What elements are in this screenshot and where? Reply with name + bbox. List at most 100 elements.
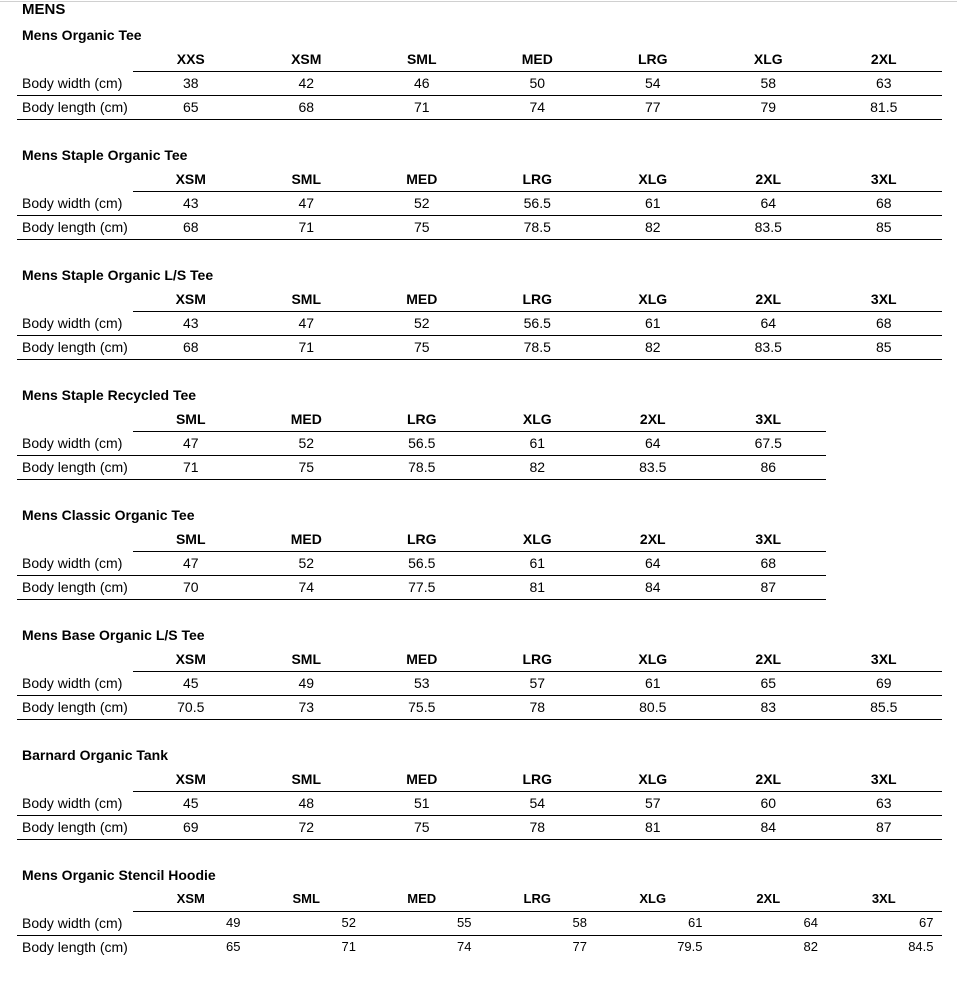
table-cell: 51 xyxy=(413,795,430,811)
table-cell: 61 xyxy=(688,915,703,930)
row-label: Body width (cm) xyxy=(22,915,123,931)
table-cell: 56.5 xyxy=(523,195,551,211)
table-cell: 71 xyxy=(298,219,315,235)
table-cell: 79 xyxy=(760,99,777,115)
table-cell: 86 xyxy=(760,459,777,475)
size-header: SML xyxy=(291,651,322,667)
size-header: MED xyxy=(406,291,438,307)
size-header: XLG xyxy=(522,411,552,427)
top-border xyxy=(0,1,957,2)
table-cell: 49 xyxy=(226,915,241,930)
table-cell: 57 xyxy=(644,795,661,811)
size-table: Mens Base Organic L/S Tee XSM SML MED LRG XLG… xyxy=(0,625,957,745)
size-header: LRG xyxy=(522,771,553,787)
table-cell: 79.5 xyxy=(677,939,703,954)
size-header: LRG xyxy=(522,291,553,307)
table-cell: 45 xyxy=(182,675,199,691)
table-title: Mens Staple Recycled Tee xyxy=(22,387,197,403)
table-cell: 43 xyxy=(182,315,199,331)
size-header: XSM xyxy=(175,171,206,187)
size-header: XXS xyxy=(176,51,205,67)
size-header: SML xyxy=(175,531,206,547)
divider xyxy=(133,671,942,672)
table-title: Mens Staple Organic L/S Tee xyxy=(22,267,214,283)
size-header-row: SML MED LRG XLG 2XL 3XL xyxy=(0,407,957,431)
size-header: LRG xyxy=(522,171,553,187)
row-label: Body length (cm) xyxy=(22,579,128,595)
size-header: MED xyxy=(406,771,438,787)
size-header: SML xyxy=(406,51,437,67)
table-row: Body width (cm) 47 52 56.5 61 64 68 xyxy=(0,551,957,575)
table-cell: 87 xyxy=(875,819,892,835)
size-header: MED xyxy=(521,51,553,67)
table-cell: 78 xyxy=(529,819,546,835)
size-header: SML xyxy=(291,771,322,787)
size-header: LRG xyxy=(522,651,553,667)
table-cell: 82 xyxy=(529,459,546,475)
size-header: XLG xyxy=(638,771,668,787)
table-cell: 68 xyxy=(182,219,199,235)
table-cell: 42 xyxy=(298,75,315,91)
size-header: 2XL xyxy=(755,771,782,787)
table-cell: 67.5 xyxy=(754,435,782,451)
table-cell: 52 xyxy=(298,555,315,571)
size-header-row: XSM SML MED LRG XLG 2XL 3XL xyxy=(0,767,957,791)
table-cell: 71 xyxy=(341,939,356,954)
table-cell: 78.5 xyxy=(523,339,551,355)
row-label: Body width (cm) xyxy=(22,555,123,571)
table-cell: 87 xyxy=(760,579,777,595)
table-cell: 84.5 xyxy=(908,939,934,954)
row-label: Body length (cm) xyxy=(22,99,128,115)
divider xyxy=(17,839,942,840)
table-cell: 63 xyxy=(875,795,892,811)
page-heading: MENS xyxy=(22,1,66,18)
size-header: LRG xyxy=(406,411,437,427)
table-title: Mens Base Organic L/S Tee xyxy=(22,627,205,643)
size-table: Mens Staple Recycled Tee SML MED LRG XLG 2XL 3… xyxy=(0,385,957,505)
row-label: Body length (cm) xyxy=(22,819,128,835)
table-cell: 58 xyxy=(572,915,587,930)
table-cell: 61 xyxy=(644,315,661,331)
table-row: Body length (cm) 71 75 78.5 82 83.5 86 xyxy=(0,455,957,479)
table-cell: 60 xyxy=(760,795,777,811)
size-header: LRG xyxy=(523,891,551,906)
table-cell: 72 xyxy=(298,819,315,835)
table-title: Mens Organic Tee xyxy=(22,27,142,43)
table-cell: 61 xyxy=(529,435,546,451)
table-cell: 65 xyxy=(226,939,241,954)
size-header: 3XL xyxy=(870,291,897,307)
table-cell: 54 xyxy=(644,75,661,91)
table-row: Body length (cm) 69 72 75 78 81 84 87 xyxy=(0,815,957,839)
table-cell: 78.5 xyxy=(523,219,551,235)
row-label: Body length (cm) xyxy=(22,699,128,715)
table-cell: 75.5 xyxy=(408,699,436,715)
table-row: Body width (cm) 45 49 53 57 61 65 69 xyxy=(0,671,957,695)
table-cell: 65 xyxy=(182,99,199,115)
table-cell: 70 xyxy=(182,579,199,595)
divider xyxy=(17,335,942,336)
table-cell: 61 xyxy=(644,195,661,211)
size-header-row: XSM SML MED LRG XLG 2XL 3XL xyxy=(0,287,957,311)
table-cell: 74 xyxy=(457,939,472,954)
size-header: MED xyxy=(406,651,438,667)
table-cell: 75 xyxy=(413,339,430,355)
table-cell: 84 xyxy=(644,579,661,595)
table-cell: 47 xyxy=(298,315,315,331)
table-cell: 75 xyxy=(413,819,430,835)
table-cell: 70.5 xyxy=(177,699,205,715)
size-header: XLG xyxy=(638,651,668,667)
table-title: Mens Classic Organic Tee xyxy=(22,507,195,523)
size-table: Mens Organic Tee XXS XSM SML MED LRG XLG 2XL Bod… xyxy=(0,25,957,145)
table-cell: 68 xyxy=(875,195,892,211)
size-header-row: XSM SML MED LRG XLG 2XL 3XL xyxy=(0,647,957,671)
size-header: MED xyxy=(406,171,438,187)
size-header: 2XL xyxy=(639,531,666,547)
table-cell: 64 xyxy=(760,195,777,211)
size-header: XSM xyxy=(175,771,206,787)
table-cell: 64 xyxy=(644,435,661,451)
size-header: XSM xyxy=(175,291,206,307)
table-cell: 74 xyxy=(298,579,315,595)
size-header: XSM xyxy=(291,51,322,67)
row-label: Body width (cm) xyxy=(22,315,123,331)
table-cell: 53 xyxy=(413,675,430,691)
